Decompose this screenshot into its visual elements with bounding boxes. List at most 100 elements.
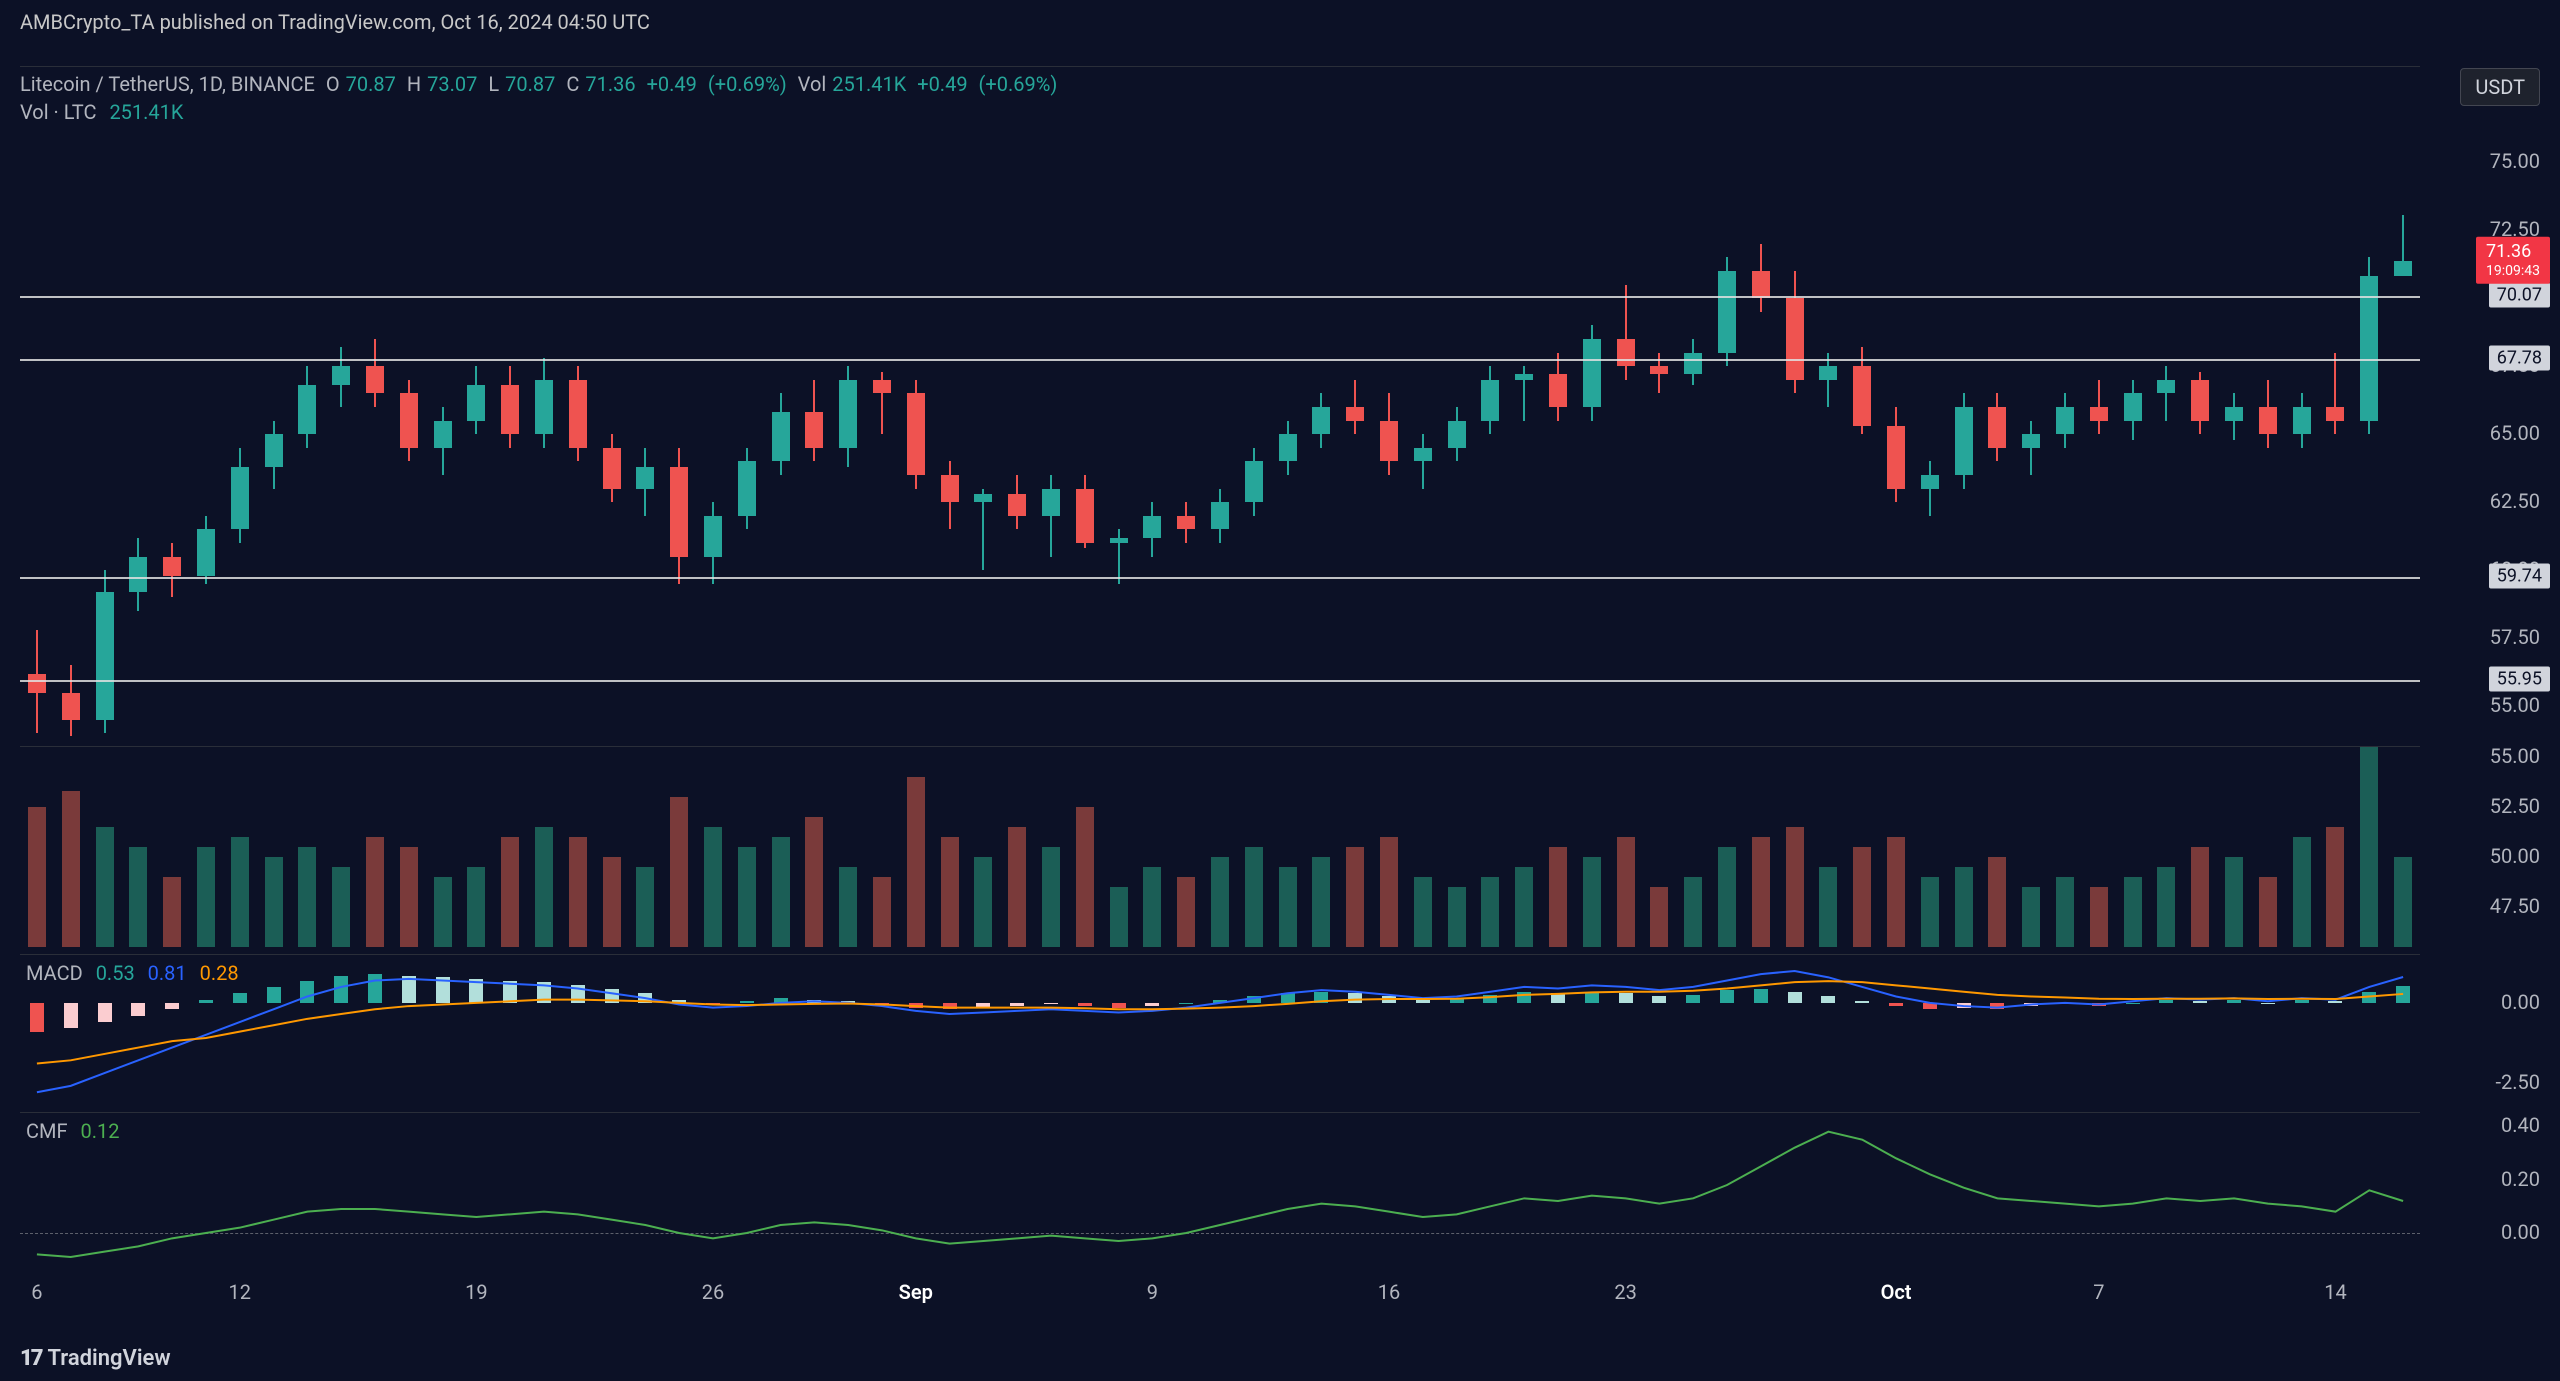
cmf-y-tick: 0.20 bbox=[2501, 1167, 2540, 1191]
volume-panel[interactable] bbox=[20, 746, 2420, 947]
quote-currency-badge[interactable]: USDT bbox=[2460, 68, 2540, 106]
volume-bar bbox=[738, 847, 756, 947]
volume-bar bbox=[907, 777, 925, 947]
volume-bar bbox=[197, 847, 215, 947]
cmf-label: CMF bbox=[26, 1119, 68, 1143]
volume-bar bbox=[569, 837, 587, 947]
volume-bars bbox=[20, 747, 2420, 947]
vol-change: +0.49 bbox=[917, 72, 967, 96]
volume-bar bbox=[332, 867, 350, 947]
volume-bar bbox=[535, 827, 553, 947]
macd-lines bbox=[20, 955, 2420, 1105]
volume-bar bbox=[1380, 837, 1398, 947]
symbol-legend: Litecoin / TetherUS, 1D, BINANCE O70.87 … bbox=[20, 72, 1063, 96]
volume-bar bbox=[2124, 877, 2142, 947]
volume-bar bbox=[163, 877, 181, 947]
volume-bar bbox=[1988, 857, 2006, 947]
time-x-tick: 6 bbox=[31, 1280, 42, 1304]
volume-bar bbox=[1414, 877, 1432, 947]
vol-row-value: 251.41K bbox=[109, 100, 183, 124]
price-y-tick: 62.50 bbox=[2490, 489, 2540, 513]
volume-bar bbox=[2225, 857, 2243, 947]
vol-row-label: Vol · LTC bbox=[20, 100, 96, 124]
volume-bar bbox=[1515, 867, 1533, 947]
price-y-tick: 55.00 bbox=[2490, 693, 2540, 717]
volume-bar bbox=[1955, 867, 1973, 947]
volume-bar bbox=[2090, 887, 2108, 947]
volume-bar bbox=[1650, 887, 1668, 947]
volume-bar bbox=[1110, 887, 1128, 947]
volume-bar bbox=[1076, 807, 1094, 947]
ohlc-c-label: C bbox=[566, 72, 579, 96]
volume-bar bbox=[839, 867, 857, 947]
volume-bar bbox=[1583, 857, 1601, 947]
cmf-line bbox=[20, 1113, 2420, 1273]
time-x-tick: 14 bbox=[2324, 1280, 2346, 1304]
time-x-tick: 16 bbox=[1378, 1280, 1400, 1304]
volume-bar bbox=[1177, 877, 1195, 947]
volume-bar bbox=[873, 877, 891, 947]
volume-bar bbox=[603, 857, 621, 947]
volume-bar bbox=[1448, 887, 1466, 947]
cmf-legend: CMF 0.12 bbox=[26, 1119, 120, 1143]
cmf-value: 0.12 bbox=[81, 1119, 120, 1143]
volume-bar bbox=[129, 847, 147, 947]
time-x-axis[interactable]: 6121926Sep91623Oct714 bbox=[20, 1280, 2420, 1310]
time-x-tick: 7 bbox=[2093, 1280, 2104, 1304]
volume-y-tick: 52.50 bbox=[2490, 794, 2540, 818]
volume-bar bbox=[231, 837, 249, 947]
volume-bar bbox=[2394, 857, 2412, 947]
volume-bar bbox=[2259, 877, 2277, 947]
cmf-panel[interactable]: CMF 0.12 bbox=[20, 1112, 2420, 1273]
vol-label: Vol bbox=[798, 72, 827, 96]
volume-bar bbox=[1718, 847, 1736, 947]
volume-bar bbox=[501, 837, 519, 947]
price-panel[interactable] bbox=[20, 66, 2420, 747]
price-y-tick: 65.00 bbox=[2490, 421, 2540, 445]
macd-legend: MACD 0.53 0.81 0.28 bbox=[26, 961, 239, 985]
ohlc-change: +0.49 bbox=[647, 72, 697, 96]
volume-bar bbox=[670, 797, 688, 947]
price-level-label: 67.78 bbox=[2489, 345, 2550, 370]
volume-bar bbox=[467, 867, 485, 947]
macd-y-axis[interactable]: 0.00-2.50 bbox=[2440, 954, 2560, 1104]
volume-bar bbox=[2157, 867, 2175, 947]
volume-bar bbox=[1887, 837, 1905, 947]
volume-bar bbox=[941, 837, 959, 947]
price-y-axis[interactable]: 77.5075.0072.5070.0067.5065.0062.5060.00… bbox=[2440, 66, 2560, 954]
volume-bar bbox=[28, 807, 46, 947]
volume-bar bbox=[805, 817, 823, 947]
volume-y-tick: 55.00 bbox=[2490, 744, 2540, 768]
tradingview-watermark: 17 TradingView bbox=[20, 1346, 171, 1371]
price-y-tick: 57.50 bbox=[2490, 625, 2540, 649]
volume-bar bbox=[2326, 827, 2344, 947]
price-level-line bbox=[20, 359, 2420, 361]
volume-bar bbox=[1346, 847, 1364, 947]
cmf-y-tick: 0.40 bbox=[2501, 1113, 2540, 1137]
time-x-tick: 23 bbox=[1614, 1280, 1636, 1304]
ohlc-h-label: H bbox=[407, 72, 421, 96]
volume-bar bbox=[1684, 877, 1702, 947]
time-x-tick: Sep bbox=[899, 1280, 933, 1304]
macd-panel[interactable]: MACD 0.53 0.81 0.28 bbox=[20, 954, 2420, 1105]
volume-bar bbox=[1819, 867, 1837, 947]
cmf-y-axis[interactable]: 0.400.200.00 bbox=[2440, 1112, 2560, 1272]
volume-bar bbox=[974, 857, 992, 947]
time-x-tick: 19 bbox=[465, 1280, 487, 1304]
macd-y-tick: -2.50 bbox=[2495, 1070, 2540, 1094]
volume-bar bbox=[704, 827, 722, 947]
volume-bar bbox=[772, 837, 790, 947]
volume-bar bbox=[1143, 867, 1161, 947]
current-price-label: 71.3619:09:43 bbox=[2476, 237, 2550, 283]
volume-bar bbox=[636, 867, 654, 947]
volume-bar bbox=[1042, 847, 1060, 947]
ohlc-o: 70.87 bbox=[346, 72, 396, 96]
time-x-tick: 26 bbox=[702, 1280, 724, 1304]
price-level-line bbox=[20, 577, 2420, 579]
vol-pct: (+0.69%) bbox=[979, 72, 1058, 96]
volume-bar bbox=[1279, 867, 1297, 947]
macd-hist-value: 0.53 bbox=[96, 961, 135, 985]
tradingview-text: TradingView bbox=[48, 1346, 171, 1371]
ohlc-pct: (+0.69%) bbox=[708, 72, 787, 96]
ohlc-h: 73.07 bbox=[427, 72, 477, 96]
